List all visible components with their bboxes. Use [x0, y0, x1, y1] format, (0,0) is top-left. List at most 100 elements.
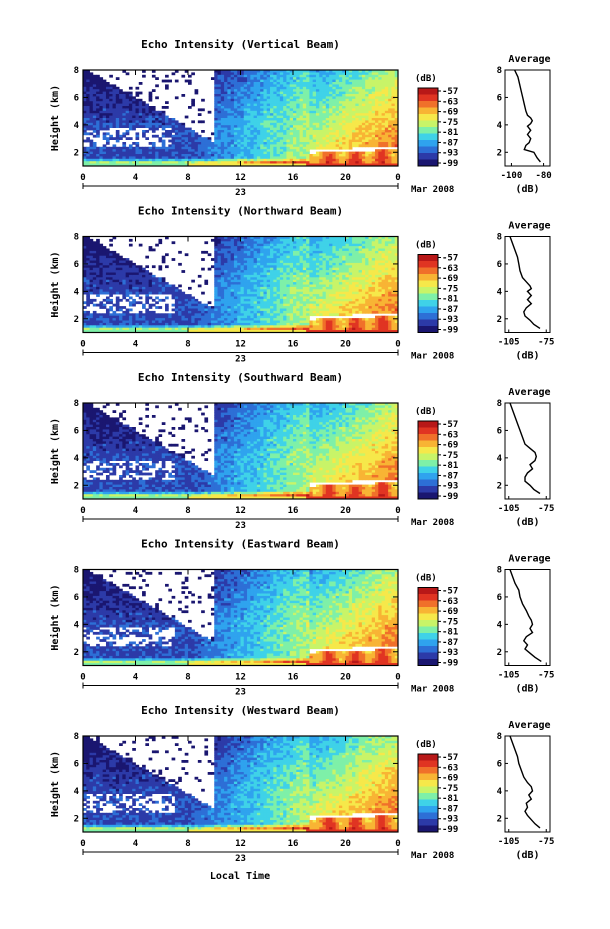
heatmap-cell: [352, 74, 356, 78]
heatmap-cell: [266, 120, 271, 124]
heatmap-cell: [214, 255, 218, 259]
heatmap-cell: [237, 125, 241, 128]
heatmap-cell: [309, 82, 314, 85]
heatmap-cell: [112, 284, 117, 288]
heatmap-cell: [286, 132, 291, 136]
heatmap-cell: [253, 115, 258, 119]
heatmap-cell: [338, 118, 343, 121]
heatmap-cell: [263, 270, 268, 273]
heatmap-cell: [165, 303, 169, 307]
heatmap-cell: [253, 308, 258, 312]
heatmap-cell: [102, 125, 107, 128]
heatmap-cell: [384, 101, 389, 104]
heatmap-cell: [145, 277, 150, 281]
heatmap-cell: [312, 115, 317, 119]
heatmap-cell: [194, 318, 199, 321]
heatmap-cell: [178, 144, 182, 148]
heatmap-cell: [174, 163, 179, 166]
heatmap-cell: [145, 274, 150, 278]
heatmap-cell: [96, 79, 100, 83]
heatmap-cell: [306, 118, 310, 121]
heatmap-cell: [115, 113, 120, 116]
heatmap-cell: [109, 301, 113, 305]
heatmap-cell: [132, 118, 136, 121]
heatmap-cell: [276, 130, 281, 133]
heatmap-cell: [237, 154, 241, 157]
heatmap-cell: [119, 262, 123, 266]
heatmap-cell: [375, 72, 379, 76]
heatmap-cell: [83, 122, 87, 126]
heatmap-cell: [86, 238, 90, 242]
heatmap-cell: [122, 306, 127, 309]
heatmap-cell: [263, 274, 268, 278]
heatmap-cell: [345, 158, 350, 162]
heatmap-cell: [270, 303, 274, 307]
heatmap-cell: [256, 158, 261, 162]
heatmap-cell: [89, 118, 94, 121]
heatmap-cell: [204, 161, 209, 164]
heatmap-cell: [250, 277, 255, 281]
heatmap-cell: [99, 96, 104, 100]
heatmap-cell: [138, 161, 143, 164]
heatmap-cell: [381, 94, 386, 97]
heatmap-cell: [253, 306, 258, 309]
heatmap-cell: [220, 262, 225, 266]
heatmap-cell: [135, 94, 140, 97]
heatmap-cell: [158, 265, 163, 269]
heatmap-cell: [165, 325, 169, 329]
heatmap-cell: [289, 134, 294, 138]
heatmap-cell: [312, 154, 317, 157]
heatmap-cell: [174, 308, 179, 312]
heatmap-cell: [348, 70, 353, 73]
heatmap-cell: [112, 144, 117, 148]
heatmap-cell: [115, 322, 120, 326]
heatmap-cell: [273, 151, 277, 155]
heatmap-cell: [256, 291, 261, 295]
heatmap-cell: [83, 101, 87, 104]
heatmap-cell: [388, 91, 392, 95]
heatmap-cell: [194, 303, 199, 307]
heatmap-cell: [279, 94, 284, 97]
heatmap-cell: [260, 274, 264, 278]
heatmap-cell: [102, 289, 107, 293]
heatmap-cell: [260, 291, 264, 295]
heatmap-cell: [325, 130, 330, 133]
heatmap-cell: [342, 115, 346, 119]
heatmap-cell: [220, 291, 225, 295]
heatmap-cell: [361, 134, 366, 138]
heatmap-cell: [83, 310, 87, 314]
heatmap-cell: [247, 130, 251, 133]
heatmap-cell: [102, 113, 107, 116]
heatmap-cell: [217, 322, 222, 326]
heatmap-cell: [283, 115, 287, 119]
heatmap-cell: [256, 86, 261, 90]
heatmap-cell: [207, 306, 212, 309]
heatmap-cell: [325, 118, 330, 121]
heatmap-cell: [99, 327, 104, 331]
heatmap-cell: [188, 306, 192, 309]
heatmap-cell: [161, 156, 166, 160]
heatmap-cell: [89, 286, 94, 290]
heatmap-cell: [253, 277, 258, 281]
heatmap-cell: [243, 236, 248, 240]
heatmap-cell: [247, 98, 251, 102]
heatmap-cell: [384, 84, 389, 88]
heatmap-cell: [122, 262, 127, 266]
heatmap-cell: [368, 154, 373, 157]
heatmap-cell: [375, 79, 379, 83]
heatmap-cell: [220, 72, 225, 76]
heatmap-cell: [306, 94, 310, 97]
heatmap-cell: [270, 151, 274, 155]
heatmap-cell: [109, 158, 113, 162]
heatmap-cell: [302, 113, 307, 116]
heatmap-cell: [220, 127, 225, 131]
heatmap-cell: [394, 103, 399, 107]
heatmap-cell: [322, 84, 327, 88]
heatmap-cell: [263, 246, 268, 249]
heatmap-cell: [332, 120, 337, 124]
heatmap-cell: [99, 118, 104, 121]
heatmap-cell: [230, 137, 235, 140]
heatmap-cell: [342, 144, 346, 148]
heatmap-cell: [99, 260, 104, 264]
heatmap-cell: [247, 70, 251, 73]
